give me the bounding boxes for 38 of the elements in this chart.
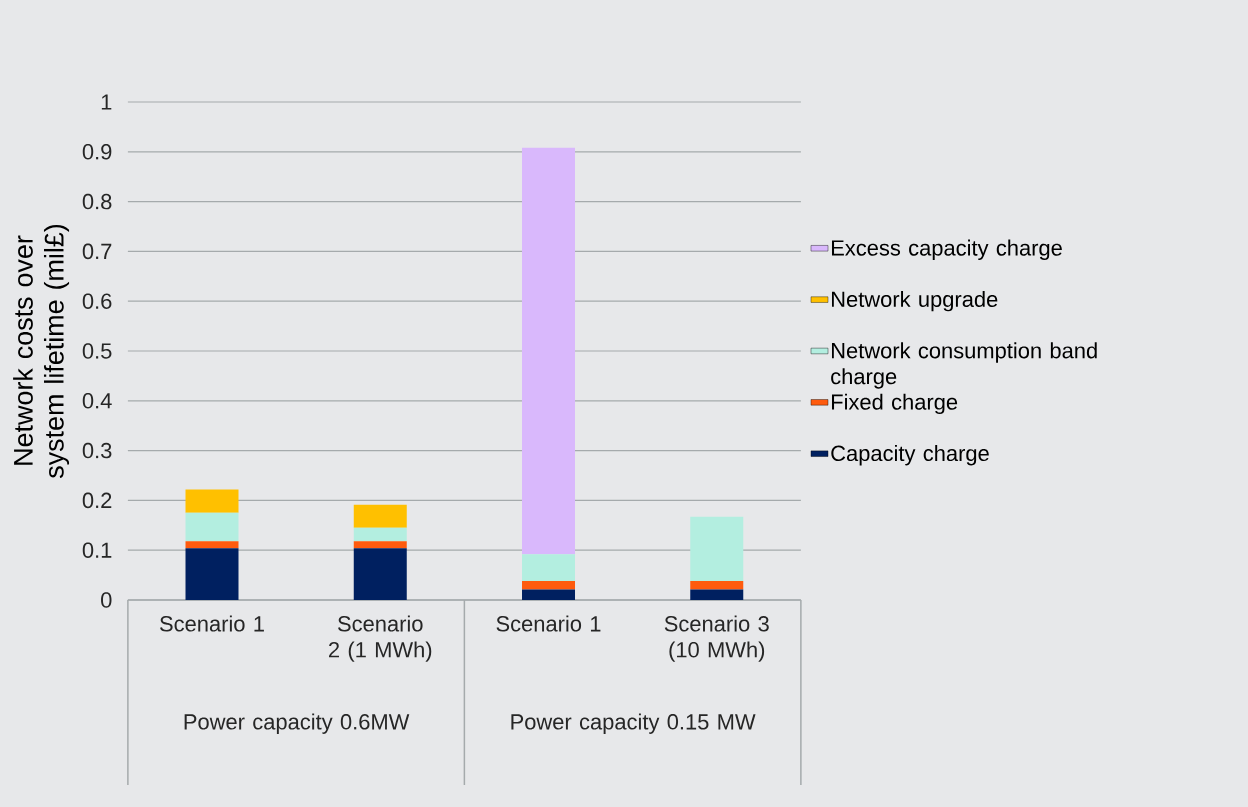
bar (185, 541, 239, 549)
y-tick-label: 0.5 (82, 343, 112, 359)
x-tick-label: Scenario 1 (496, 615, 601, 632)
bar (353, 527, 407, 542)
text: Power capacity 0.15 MW (511, 713, 756, 734)
bar (185, 512, 239, 542)
y-tick-label: 1 (101, 94, 112, 110)
legend-label: Network consumption band charge (831, 342, 1097, 389)
legend-label: Fixed charge (831, 393, 958, 415)
legend-label: Network upgrade (831, 290, 998, 312)
y-tick-label: 0.2 (82, 492, 112, 509)
legend-label: Excess capacity charge (831, 239, 1062, 261)
bar (522, 589, 576, 600)
bar (522, 554, 576, 582)
y-axis-title: Network costs over system lifetime (mil£) (13, 224, 70, 479)
bar (522, 147, 576, 555)
x-tick-label: Scenario 1 (160, 615, 264, 632)
y-tick-label: 0.6 (82, 293, 112, 309)
text: Power capacity 0.6MW (184, 713, 410, 734)
bar (353, 504, 407, 528)
y-tick-label: 0.8 (82, 193, 112, 210)
bar (353, 548, 407, 600)
bar (353, 541, 407, 549)
bar (185, 489, 239, 513)
y-tick-label: 0.4 (82, 393, 112, 409)
y-tick-label: 0.1 (82, 542, 112, 558)
y-tick-label: 0.3 (82, 442, 112, 459)
y-tick-label: 0.7 (82, 243, 112, 260)
bar (690, 589, 744, 600)
y-tick-label: 0.9 (82, 144, 112, 160)
x-tick-label: Scenario 3 (10 MWh) (664, 615, 769, 662)
legend-label: Capacity charge (831, 445, 989, 466)
y-tick-label: 0 (101, 592, 112, 608)
bar (690, 516, 744, 582)
bar (185, 548, 239, 600)
x-tick-label: Scenario 2 (1 MWh) (329, 615, 432, 662)
bar (690, 581, 744, 590)
bar (522, 581, 576, 590)
